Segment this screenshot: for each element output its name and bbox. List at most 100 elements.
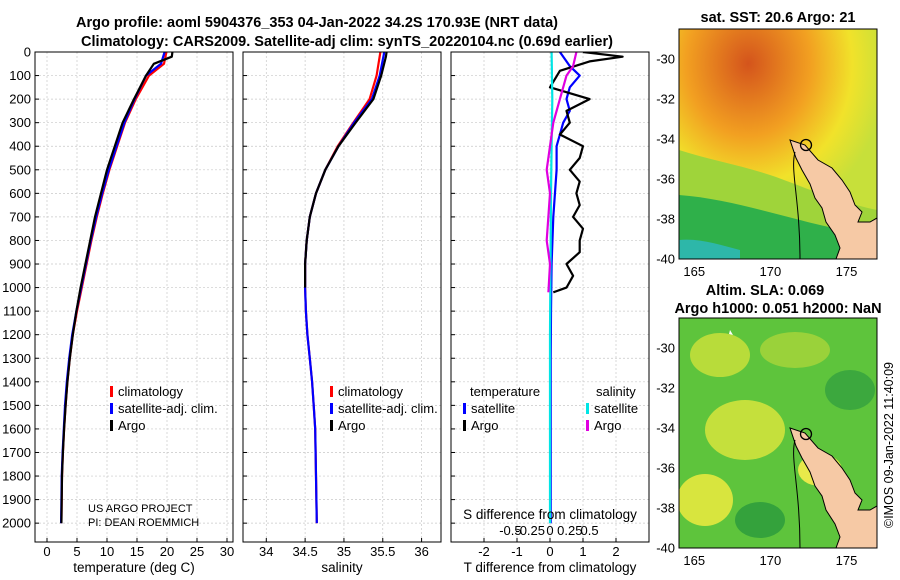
temperature-panel-frame: [34, 51, 234, 543]
sla-map: [679, 318, 877, 548]
imos-credit: ©IMOS 09-Jan-2022 11:40:09: [882, 362, 896, 528]
sla-map-frame: [678, 317, 878, 549]
map-x-tick-label: 175: [836, 553, 858, 568]
y-tick-label: 300: [9, 115, 31, 130]
sst-field-coldest: [679, 239, 740, 259]
map-x-tick-label: 165: [683, 264, 705, 279]
legend-swatch-s-satellite: [586, 403, 589, 414]
map-y-tick-label: -38: [656, 501, 675, 516]
temperature-tick-labels: 0 5 10 15 20 25 30: [43, 544, 234, 559]
y-tick-label: 1100: [3, 304, 31, 319]
legend-title-temperature: temperature: [470, 384, 540, 399]
x-tick-label: 1: [579, 544, 586, 559]
salinity-tick-labels: 34 34.5 35 35.5 36: [259, 544, 429, 559]
s-difference-label: S difference from climatology: [463, 507, 637, 522]
legend-label-climatology: climatology: [338, 384, 404, 399]
y-tick-label: 1000: [2, 280, 31, 295]
x-tick-label: 20: [160, 544, 174, 559]
y-tick-label: 200: [9, 92, 31, 107]
legend-swatch-t-argo: [463, 420, 466, 431]
x-tick-label: -2: [478, 544, 490, 559]
legend-label-climatology: climatology: [118, 384, 184, 399]
x-tick-label: -1: [511, 544, 523, 559]
temperature-grid: [35, 51, 233, 542]
y-tick-label: 1600: [2, 421, 31, 436]
sst-map-tick-labels: 165 170 175 -30 -32 -34 -36 -38 -40: [656, 52, 857, 280]
legend-label-s-argo: Argo: [594, 418, 621, 433]
map-x-tick-label: 165: [683, 553, 705, 568]
map-y-tick-label: -40: [656, 541, 675, 556]
s-diff-tick-label: 0: [546, 523, 553, 538]
x-tick-label: 15: [130, 544, 144, 559]
x-tick-label: 34: [259, 544, 273, 559]
y-tick-label: 1200: [2, 327, 31, 342]
y-tick-label: 400: [9, 139, 31, 154]
sla-blob: [825, 370, 875, 410]
sst-field-cold: [679, 195, 877, 259]
title-line-1: Argo profile: aoml 5904376_353 04-Jan-20…: [76, 15, 558, 31]
sst-map-title: sat. SST: 20.6 Argo: 21: [701, 10, 856, 26]
x-tick-label: 34.5: [292, 544, 317, 559]
difference-series: [545, 52, 624, 524]
title-line-2: Climatology: CARS2009. Satellite-adj cli…: [81, 34, 613, 50]
y-tick-label: 1400: [2, 374, 31, 389]
series-line-argo: [304, 52, 388, 288]
legend-label-satellite: satellite-adj. clim.: [338, 401, 438, 416]
x-tick-label: 35: [337, 544, 351, 559]
map-y-tick-label: -34: [656, 421, 675, 436]
sla-map-tick-labels: 165 170 175 -30 -32 -34 -36 -38 -40: [656, 341, 857, 569]
legend-swatch-argo: [110, 420, 113, 431]
y-tick-label: 500: [9, 162, 31, 177]
legend-label-t-argo: Argo: [471, 418, 498, 433]
sla-map-title: Altim. SLA: 0.069: [706, 283, 824, 299]
sla-blob: [735, 502, 785, 538]
x-tick-label: 0: [546, 544, 553, 559]
s-difference-tick-labels: -0.5-0.25 0 0.250.5: [499, 523, 598, 538]
y-tick-label: 1500: [2, 398, 31, 413]
series-line-t-argo: [548, 52, 624, 294]
map-y-tick-label: -38: [656, 212, 675, 227]
legend-label-argo: Argo: [118, 418, 145, 433]
x-tick-label: 0: [43, 544, 50, 559]
y-tick-label: 700: [9, 209, 31, 224]
salinity-grid: [243, 51, 441, 542]
map-x-tick-label: 170: [760, 553, 782, 568]
series-line-argo: [60, 52, 174, 524]
pi-credit: PI: DEAN ROEMMICH: [88, 517, 199, 529]
salinity-xlabel: salinity: [321, 560, 363, 575]
map-y-tick-label: -32: [656, 381, 675, 396]
s-diff-tick-label: -0.5: [499, 523, 521, 538]
x-tick-label: 36: [414, 544, 428, 559]
map-y-tick-label: -34: [656, 132, 675, 147]
map-y-tick-label: -32: [656, 92, 675, 107]
sst-isobath: [793, 151, 801, 259]
x-tick-label: 30: [220, 544, 234, 559]
sla-blob: [690, 333, 750, 377]
legend-swatch-climatology: [110, 386, 113, 397]
s-diff-tick-label: -0.25: [515, 523, 545, 538]
map-y-tick-label: -36: [656, 172, 675, 187]
salinity-series: [304, 52, 388, 524]
y-tick-label: 1300: [2, 351, 31, 366]
sla-land-new-zealand: [789, 427, 877, 548]
y-tick-label: 1700: [2, 445, 31, 460]
sst-map: [679, 29, 877, 259]
sla-isobath: [793, 439, 801, 548]
temperature-xlabel: temperature (deg C): [73, 560, 195, 575]
sla-map-subtitle: Argo h1000: 0.051 h2000: NaN: [674, 301, 881, 317]
argo-float-position-marker: [799, 427, 813, 441]
legend-swatch-argo: [330, 420, 333, 431]
legend-title-salinity: salinity: [596, 384, 636, 399]
x-tick-label: 5: [73, 544, 80, 559]
map-y-tick-label: -40: [656, 252, 675, 267]
legend-swatch-satellite: [110, 403, 113, 414]
y-tick-label: 1900: [2, 492, 31, 507]
x-tick-label: 10: [100, 544, 114, 559]
series-line-s-argo: [545, 52, 578, 293]
x-tick-label: 2: [612, 544, 619, 559]
salinity-legend: climatology satellite-adj. clim. Argo: [330, 384, 438, 433]
argo-float-position-marker: [799, 138, 813, 152]
difference-legend: temperature satellite Argo salinity sate…: [463, 384, 638, 433]
sst-land-new-zealand: [789, 139, 877, 259]
